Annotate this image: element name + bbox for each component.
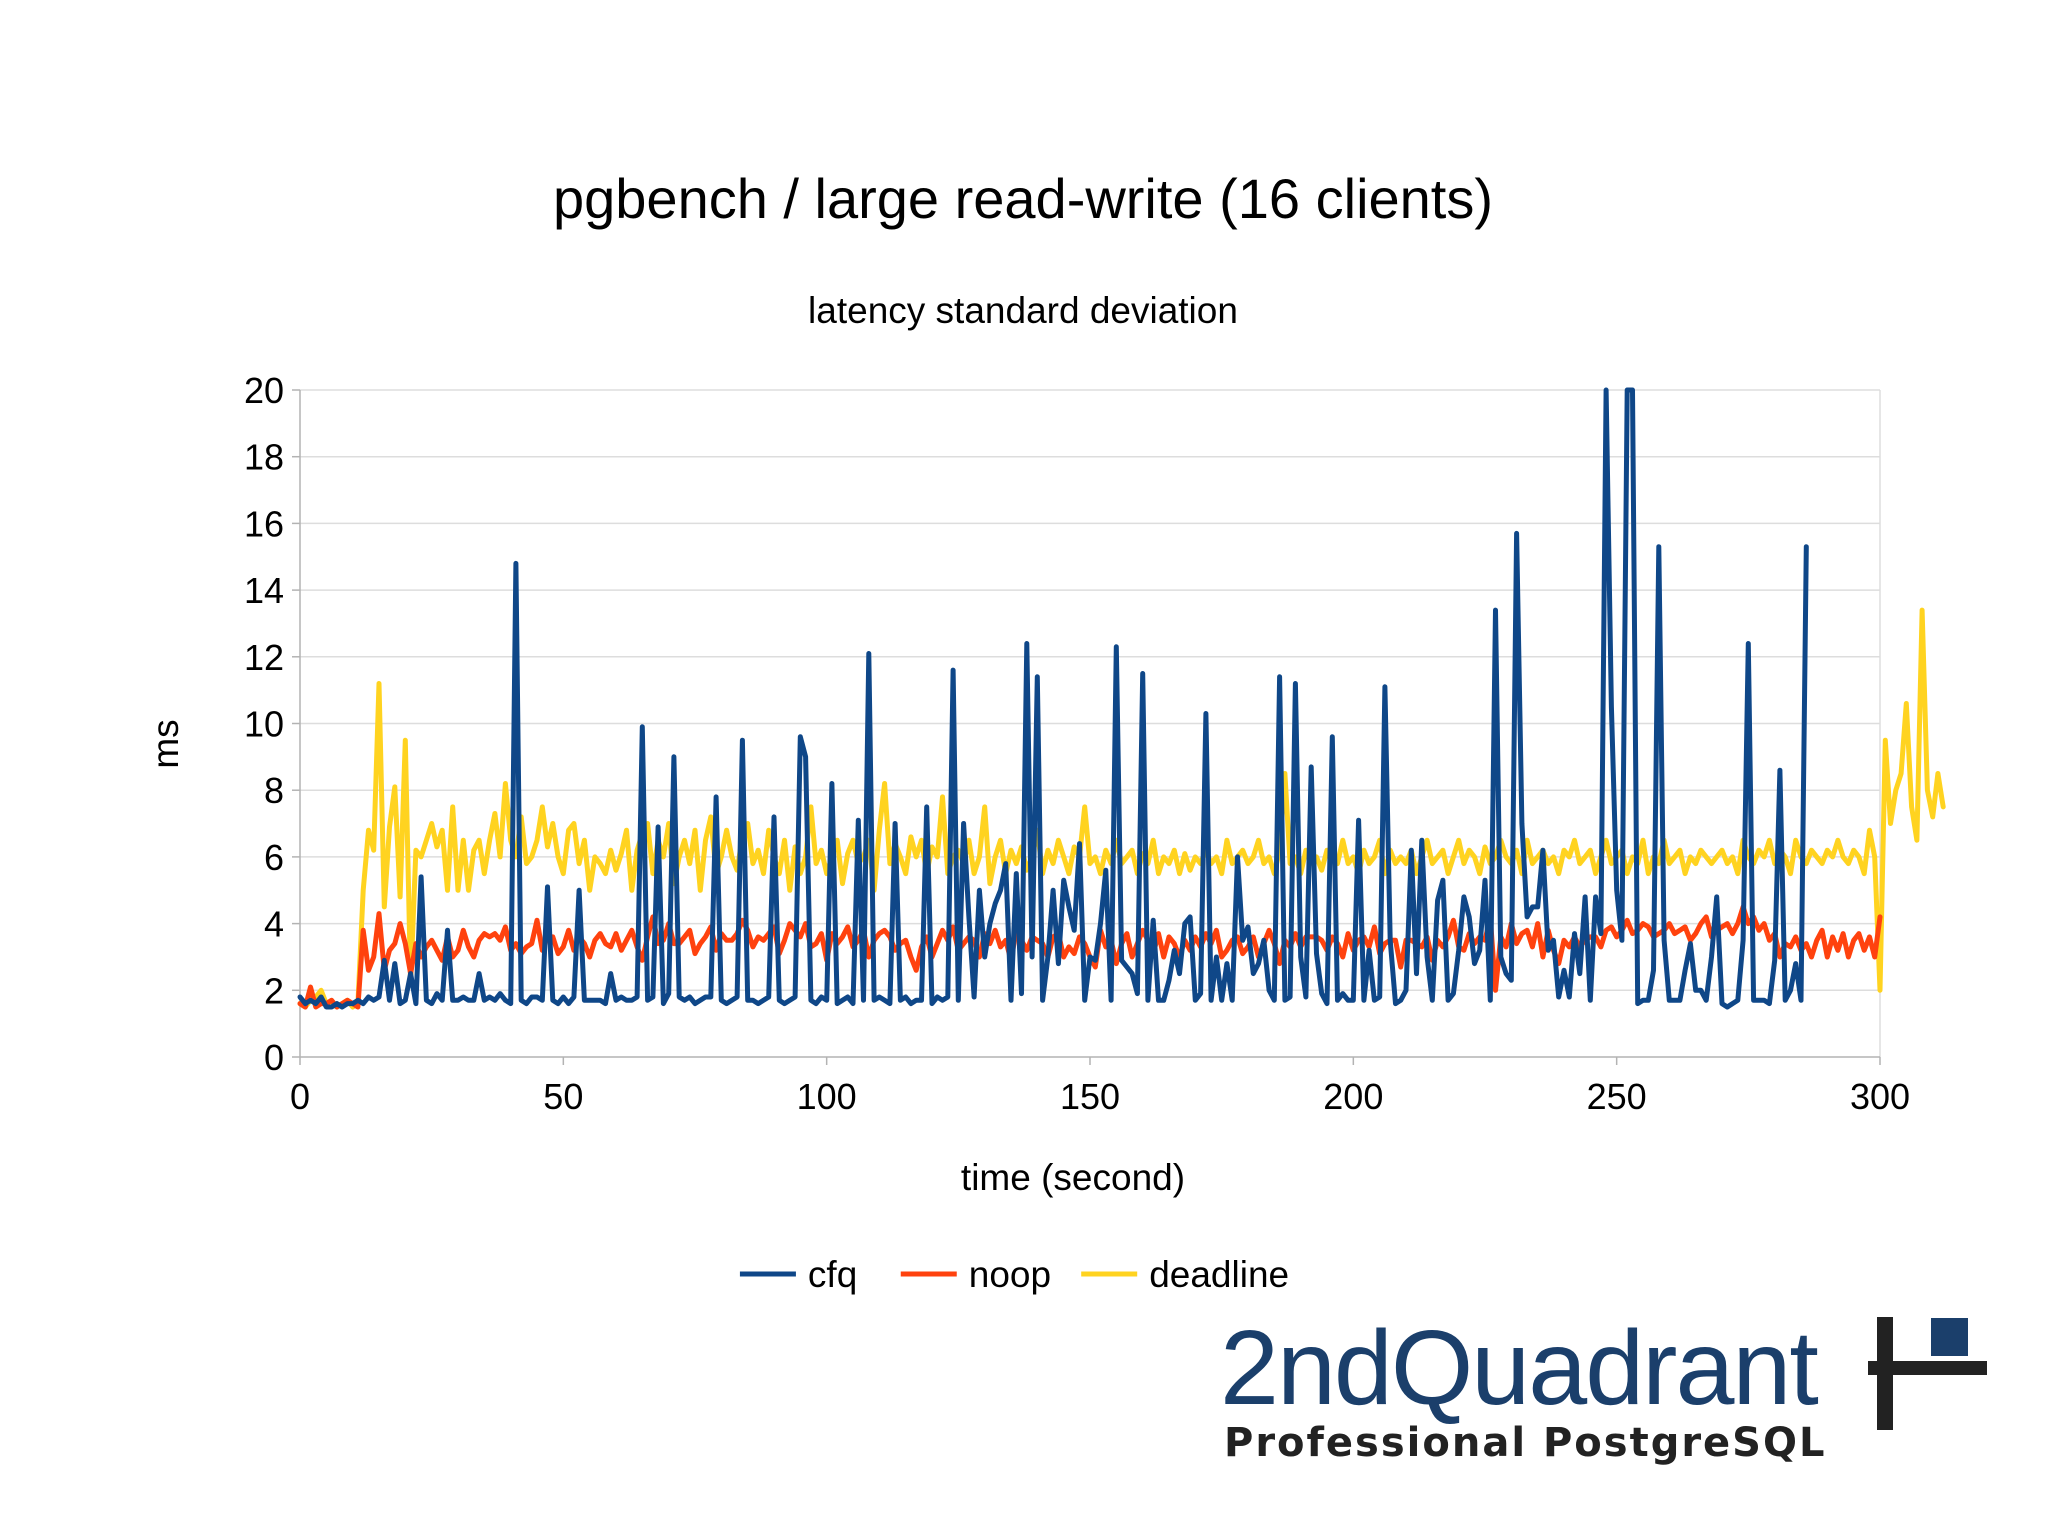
legend-label-cfq: cfq	[808, 1254, 857, 1295]
legend-label-deadline: deadline	[1149, 1254, 1289, 1295]
x-tick-label: 100	[797, 1076, 857, 1117]
axes	[292, 389, 1881, 1065]
x-tick-label: 200	[1323, 1076, 1383, 1117]
x-axis-label: time (second)	[961, 1157, 1185, 1198]
y-tick-label: 20	[244, 370, 284, 411]
y-tick-label: 8	[264, 770, 284, 811]
chart-subtitle: latency standard deviation	[808, 290, 1238, 331]
y-gridlines	[300, 389, 1880, 992]
x-tick-label: 300	[1850, 1076, 1910, 1117]
y-tick-label: 4	[264, 904, 284, 945]
y-tick-label: 0	[264, 1037, 284, 1078]
x-tick-label: 150	[1060, 1076, 1120, 1117]
x-tick-label: 0	[290, 1076, 310, 1117]
company-logo: 2ndQuadrant Professional PostgreSQL	[1220, 1309, 1987, 1475]
series-lines	[297, 387, 1946, 1010]
y-tick-label: 6	[264, 837, 284, 878]
y-tick-label: 12	[244, 637, 284, 678]
y-tick-label: 14	[244, 570, 284, 611]
series-line-cfq	[297, 387, 1809, 1010]
x-tick-label: 250	[1587, 1076, 1647, 1117]
y-tick-label: 2	[264, 970, 284, 1011]
logo-tagline: Professional PostgreSQL	[1224, 1420, 1827, 1466]
legend: cfq noop deadline	[739, 1254, 1289, 1295]
y-tick-labels: 0 2 4 6 8 10 12 14 16 18 20	[244, 370, 284, 1078]
legend-label-noop: noop	[969, 1254, 1051, 1295]
logo-wordmark: 2ndQuadrant	[1220, 1309, 1819, 1427]
x-tick-label: 50	[543, 1076, 583, 1117]
y-tick-label: 10	[244, 704, 284, 745]
y-tick-label: 18	[244, 437, 284, 478]
y-axis-label: ms	[145, 719, 186, 768]
logo-cross-horizontal	[1868, 1361, 1987, 1375]
logo-square-icon	[1931, 1318, 1968, 1356]
y-tick-label: 16	[244, 503, 284, 544]
x-tick-labels: 0 50 100 150 200 250 300	[290, 1076, 1910, 1117]
chart-title: pgbench / large read-write (16 clients)	[553, 167, 1493, 230]
